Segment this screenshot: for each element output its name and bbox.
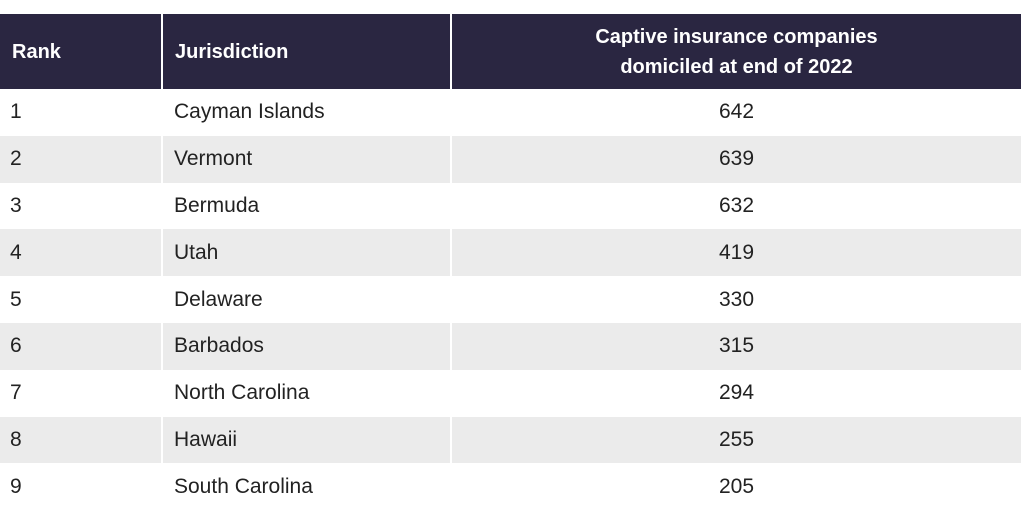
table-row: 8 Hawaii 255 (0, 416, 1021, 464)
cell-captive-count: 639 (450, 135, 1021, 183)
cell-rank: 8 (10, 427, 22, 451)
column-header-captive-count: Captive insurance companies domiciled at… (450, 14, 1021, 89)
cell-jurisdiction: Cayman Islands (161, 89, 450, 136)
cell-rank: 2 (10, 147, 22, 171)
cell-captive-count: 255 (450, 416, 1021, 464)
cell-jurisdiction: South Carolina (161, 463, 450, 511)
column-header-rank: Rank (12, 40, 61, 63)
cell-rank: 9 (10, 474, 22, 498)
cell-jurisdiction: North Carolina (161, 369, 450, 417)
table-body: 1 Cayman Islands 642 2 Vermont 639 3 Bermuda 632… (0, 89, 1021, 511)
cell-jurisdiction: Hawaii (161, 416, 450, 464)
cell-captive-count: 315 (450, 322, 1021, 370)
table-row: 4 Utah 419 (0, 229, 1021, 277)
cell-captive-count: 294 (450, 369, 1021, 417)
table-row: 2 Vermont 639 (0, 135, 1021, 183)
cell-jurisdiction: Vermont (161, 135, 450, 183)
table-row: 5 Delaware 330 (0, 276, 1021, 323)
cell-jurisdiction: Delaware (161, 276, 450, 323)
cell-rank: 1 (10, 100, 22, 124)
column-header-jurisdiction: Jurisdiction (161, 14, 450, 89)
cell-captive-count: 205 (450, 463, 1021, 511)
table-row: 6 Barbados 315 (0, 322, 1021, 370)
table-row: 1 Cayman Islands 642 (0, 89, 1021, 136)
cell-jurisdiction: Barbados (161, 322, 450, 370)
cell-captive-count: 642 (450, 89, 1021, 136)
table-row: 7 North Carolina 294 (0, 369, 1021, 417)
cell-rank: 6 (10, 334, 22, 358)
cell-captive-count: 330 (450, 276, 1021, 323)
cell-jurisdiction: Bermuda (161, 182, 450, 230)
cell-jurisdiction: Utah (161, 229, 450, 277)
column-header-captive-count-label: Captive insurance companies domiciled at… (595, 25, 878, 78)
table-header: Rank Jurisdiction Captive insurance comp… (0, 14, 1021, 89)
cell-rank: 7 (10, 381, 22, 405)
cell-rank: 5 (10, 287, 22, 311)
cell-rank: 3 (10, 193, 22, 217)
ranking-table: Rank Jurisdiction Captive insurance comp… (0, 14, 1021, 511)
cell-captive-count: 419 (450, 229, 1021, 277)
cell-captive-count: 632 (450, 182, 1021, 230)
table-row: 3 Bermuda 632 (0, 182, 1021, 230)
cell-rank: 4 (10, 240, 22, 264)
table-row: 9 South Carolina 205 (0, 463, 1021, 511)
